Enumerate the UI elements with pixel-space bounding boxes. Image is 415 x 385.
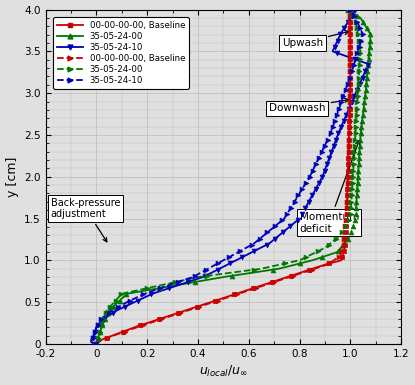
Legend: 00-00-00-00, Baseline, 35-05-24-00, 35-05-24-10, 00-00-00-00, Baseline, 35-05-24: 00-00-00-00, Baseline, 35-05-24-00, 35-0… bbox=[54, 17, 188, 89]
Text: Upwash: Upwash bbox=[282, 30, 349, 48]
X-axis label: $u_{local}/u_{\infty}$: $u_{local}/u_{\infty}$ bbox=[199, 364, 248, 380]
Text: Back-pressure
adjustment: Back-pressure adjustment bbox=[51, 198, 120, 242]
Text: Downwash: Downwash bbox=[269, 98, 349, 113]
Text: Momentum
deficit: Momentum deficit bbox=[300, 141, 360, 234]
Y-axis label: y [cm]: y [cm] bbox=[5, 157, 19, 197]
